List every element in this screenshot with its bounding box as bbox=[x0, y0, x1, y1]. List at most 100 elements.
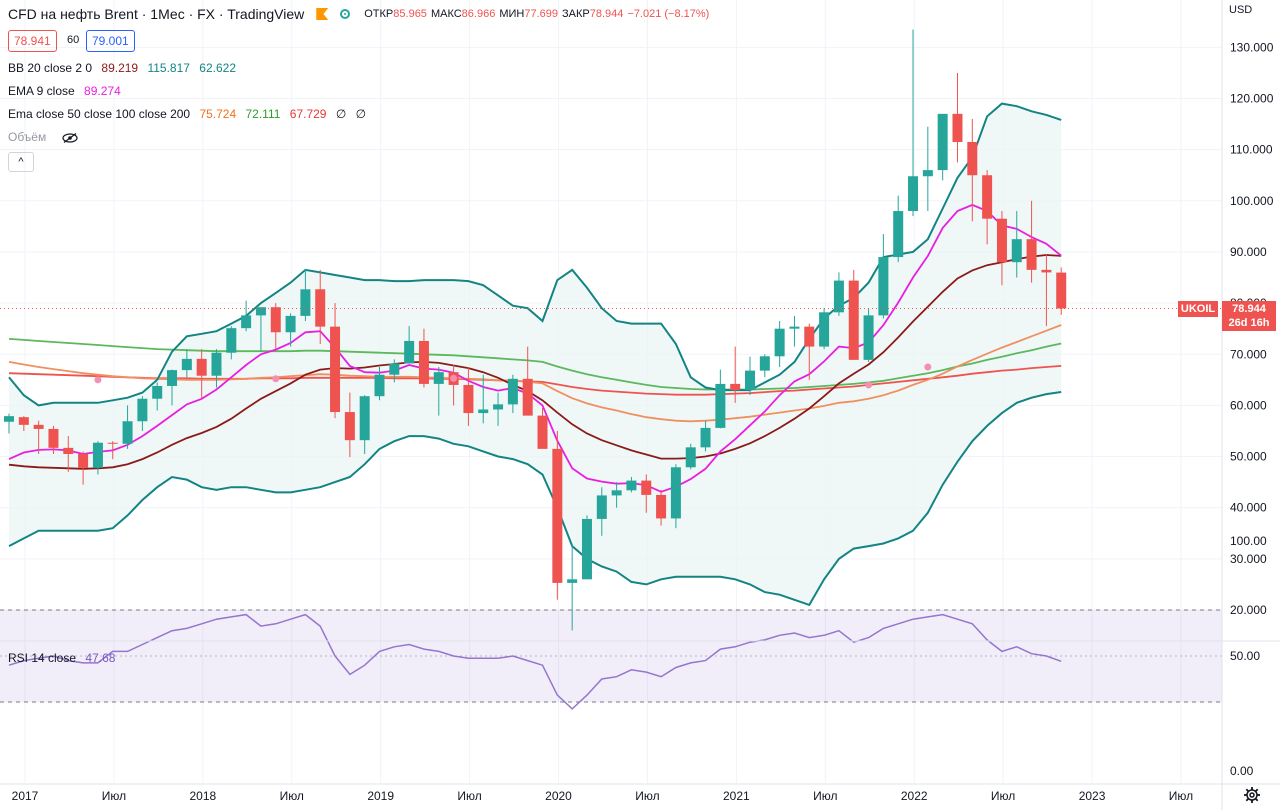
candle-body bbox=[4, 416, 14, 422]
candle-body bbox=[804, 326, 815, 347]
candle-body bbox=[745, 370, 755, 391]
candle-body bbox=[685, 447, 696, 468]
candle-body bbox=[893, 211, 904, 258]
time-tick-label: 2017 bbox=[12, 789, 39, 803]
candle-body bbox=[181, 358, 192, 371]
candle-body bbox=[463, 384, 474, 414]
close-value: 78.944 bbox=[589, 8, 624, 20]
candle-body bbox=[478, 409, 489, 414]
time-tick-label: Июл bbox=[635, 789, 659, 803]
bb-lower-value: 62.622 bbox=[199, 61, 236, 75]
collapse-legend-button[interactable]: ^ bbox=[8, 152, 34, 172]
badge-symbol: UKOIL bbox=[1178, 301, 1218, 317]
price-tick-label: 50.000 bbox=[1230, 450, 1267, 464]
rsi-pane bbox=[0, 609, 1222, 710]
candle-body bbox=[418, 340, 429, 384]
candle-body bbox=[300, 289, 311, 316]
candle-body bbox=[226, 328, 237, 353]
candle-body bbox=[78, 453, 89, 468]
candle-body bbox=[730, 383, 741, 391]
candle-body bbox=[952, 113, 963, 142]
candle-body bbox=[359, 396, 370, 441]
buy-price-button[interactable]: 79.001 bbox=[86, 30, 135, 52]
legend-ema9[interactable]: EMA 9 close 89.274 bbox=[8, 84, 127, 98]
price-tick-label: 100.000 bbox=[1230, 194, 1274, 208]
open-value: 85.965 bbox=[393, 8, 427, 20]
bollinger-fill bbox=[9, 103, 1062, 605]
symbol-title[interactable]: CFD на нефть Brent · 1Мес · FX · Trading… bbox=[8, 6, 305, 22]
price-tick-label: 20.000 bbox=[1230, 603, 1267, 617]
flag-icon[interactable] bbox=[316, 8, 329, 20]
legend-volume[interactable]: Объём bbox=[8, 130, 78, 144]
candle-body bbox=[774, 328, 785, 357]
ema9-value: 89.274 bbox=[84, 84, 121, 98]
legend-rsi[interactable]: RSI 14 close 47.68 bbox=[8, 651, 121, 665]
ema100-value: 72.111 bbox=[245, 107, 281, 121]
eye-off-icon[interactable] bbox=[61, 132, 78, 143]
time-tick-label: Июл bbox=[1169, 789, 1193, 803]
candle-body bbox=[656, 494, 667, 519]
price-tick-label: 110.000 bbox=[1230, 143, 1273, 157]
bollinger-band-fill bbox=[9, 103, 1062, 605]
candle-body bbox=[982, 175, 993, 219]
candle-body bbox=[848, 280, 859, 360]
time-tick-label: Июл bbox=[813, 789, 837, 803]
legend-bb[interactable]: BB 20 close 2 0 89.219 115.817 62.622 bbox=[8, 61, 242, 75]
candle-body bbox=[433, 372, 444, 384]
candle-body bbox=[330, 326, 341, 413]
candle-body bbox=[1011, 239, 1022, 263]
candle-body bbox=[507, 378, 518, 405]
badge-price: 78.944 26d 16h bbox=[1222, 301, 1276, 331]
candle-body bbox=[878, 257, 889, 316]
volume-name: Объём bbox=[8, 130, 47, 144]
open-label: ОТКР bbox=[364, 8, 394, 20]
signal-marker bbox=[94, 376, 102, 384]
candle-body bbox=[1056, 272, 1067, 309]
candle-body bbox=[715, 383, 726, 428]
price-tick-label: 120.000 bbox=[1230, 92, 1274, 106]
candle-body bbox=[92, 442, 103, 468]
legend-ema-multi[interactable]: Ema close 50 close 100 close 200 75.724 … bbox=[8, 107, 372, 121]
candle-body bbox=[241, 315, 252, 329]
candle-body bbox=[641, 480, 652, 495]
rsi-tick-label: 50.00 bbox=[1230, 649, 1260, 663]
signal-marker bbox=[450, 374, 458, 382]
signal-marker bbox=[865, 381, 873, 389]
currency-label[interactable]: USD bbox=[1229, 4, 1253, 16]
sell-price-button[interactable]: 78.941 bbox=[8, 30, 57, 52]
candle-body bbox=[255, 307, 266, 316]
candle-body bbox=[167, 370, 178, 386]
ema-na-1: ∅ bbox=[335, 107, 347, 121]
candle-body bbox=[1026, 239, 1037, 270]
bb-basis-value: 89.219 bbox=[101, 61, 139, 75]
price-tick-label: 90.000 bbox=[1230, 245, 1267, 259]
time-tick-label: 2023 bbox=[1079, 789, 1106, 803]
rsi-tick-label: 100.00 bbox=[1230, 534, 1267, 548]
signal-marker bbox=[924, 363, 932, 371]
candle-body bbox=[404, 340, 415, 364]
time-tick-label: 2022 bbox=[901, 789, 928, 803]
candle-body bbox=[626, 480, 637, 491]
candle-body bbox=[107, 442, 118, 444]
candle-body bbox=[670, 467, 681, 519]
rsi-line bbox=[8, 613, 1062, 710]
price-tick-label: 70.000 bbox=[1230, 347, 1267, 361]
candle-body bbox=[611, 490, 622, 496]
markers bbox=[94, 363, 932, 389]
bb-upper-line bbox=[8, 102, 1062, 407]
candle-body bbox=[789, 326, 800, 329]
ema-multi-name: Ema close 50 close 100 close 200 bbox=[8, 107, 191, 121]
candle-body bbox=[33, 424, 44, 429]
bb-basis-line bbox=[8, 254, 1062, 470]
low-value: 77.699 bbox=[524, 8, 558, 20]
market-status-icon bbox=[340, 9, 351, 19]
candle-body bbox=[315, 289, 326, 327]
rsi-tick-label: 0.00 bbox=[1230, 764, 1254, 778]
candle-body bbox=[18, 417, 29, 425]
ema200-value: 67.729 bbox=[289, 107, 327, 121]
gear-icon[interactable] bbox=[1243, 786, 1261, 804]
time-tick-label: 2021 bbox=[723, 789, 750, 803]
time-tick-label: 2020 bbox=[545, 789, 572, 803]
chart-header: CFD на нефть Brent · 1Мес · FX · Trading… bbox=[8, 6, 713, 22]
